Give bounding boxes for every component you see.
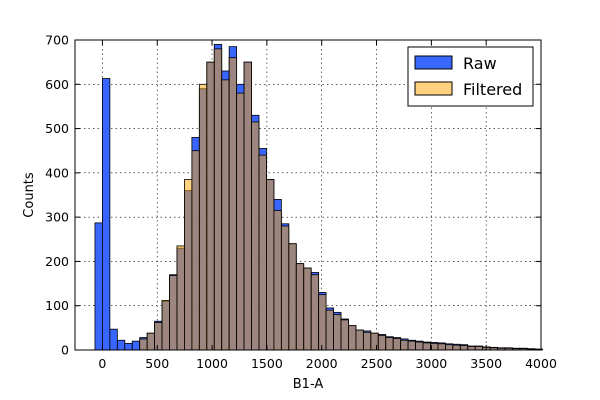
raw-bar <box>94 222 103 351</box>
filtered-bar <box>400 339 409 351</box>
y-tick-label: 300 <box>45 210 69 225</box>
filtered-bar <box>325 309 334 351</box>
axis-ticks <box>75 39 542 351</box>
filtered-bar <box>407 340 416 351</box>
y-tick-label: 100 <box>45 298 69 313</box>
y-tick-label: 400 <box>45 165 69 180</box>
x-tick-label: 1500 <box>251 356 283 371</box>
filtered-bar <box>467 346 476 351</box>
x-axis-label: B1-A <box>293 377 324 392</box>
filtered-bar <box>251 121 260 351</box>
legend-label-raw: Raw <box>463 54 497 73</box>
filtered-bar <box>206 61 215 351</box>
filtered-bar <box>444 344 454 351</box>
filtered-bar <box>303 267 312 351</box>
raw-bar <box>109 328 118 351</box>
filtered-bar <box>176 245 185 351</box>
y-tick-label: 200 <box>45 254 69 269</box>
y-tick-labels: 0 100 200 300 400 500 600 700 <box>45 33 69 358</box>
filtered-bar <box>191 150 200 351</box>
raw-bar <box>102 78 111 351</box>
filtered-bar <box>310 274 320 351</box>
x-tick-label: 500 <box>145 356 169 371</box>
filtered-bar <box>213 48 223 351</box>
x-tick-label: 3000 <box>415 356 447 371</box>
filtered-bar <box>221 79 230 351</box>
raw-bar <box>124 342 133 351</box>
filtered-series-bars <box>139 48 543 351</box>
filtered-bar <box>266 179 275 351</box>
legend-label-filtered: Filtered <box>463 80 522 99</box>
raw-bar <box>131 340 141 351</box>
filtered-bar <box>198 83 208 351</box>
filtered-bar <box>385 337 394 351</box>
filtered-bar <box>243 61 252 351</box>
legend: Raw Filtered <box>407 46 534 107</box>
filtered-bar <box>154 322 163 351</box>
filtered-bar <box>236 92 245 351</box>
filtered-bar <box>452 344 461 351</box>
raw-bar <box>116 339 126 351</box>
legend-swatch-raw <box>414 55 453 70</box>
filtered-bar <box>474 346 484 351</box>
filtered-bar <box>161 299 170 351</box>
filtered-bar <box>362 331 372 351</box>
x-tick-label: 2500 <box>361 356 393 371</box>
filtered-bar <box>258 154 267 351</box>
plot-frame <box>74 39 542 351</box>
filtered-bar <box>377 334 387 351</box>
x-tick-label: 4000 <box>525 356 557 371</box>
filtered-bar <box>228 57 238 351</box>
x-tick-labels: 0 500 1000 1500 2000 2500 3000 3500 4000 <box>98 356 557 371</box>
filtered-bar <box>273 210 282 351</box>
filtered-bar <box>437 343 446 351</box>
x-tick-label: 0 <box>98 356 106 371</box>
filtered-bar <box>392 338 402 351</box>
filtered-bar <box>146 332 156 351</box>
filtered-bar <box>169 275 178 351</box>
filtered-bar <box>415 341 424 351</box>
filtered-bar <box>340 319 349 351</box>
filtered-bar <box>422 342 431 351</box>
filtered-bar <box>288 243 297 351</box>
filtered-bar <box>348 325 357 351</box>
filtered-bar <box>280 225 290 351</box>
filtered-bar <box>333 314 342 351</box>
y-tick-label: 600 <box>45 77 69 92</box>
filtered-bar <box>318 294 327 351</box>
filtered-bar <box>184 179 193 351</box>
x-tick-label: 3500 <box>470 356 502 371</box>
filtered-bar <box>370 332 379 351</box>
x-tick-label: 2000 <box>306 356 338 371</box>
y-tick-label: 500 <box>45 121 69 136</box>
filtered-bar <box>459 345 469 351</box>
legend-swatch-filtered <box>414 81 453 96</box>
filtered-bar <box>295 263 305 351</box>
y-axis-label: Counts <box>22 172 37 218</box>
filtered-bar <box>355 329 364 351</box>
x-tick-label: 1000 <box>196 356 228 371</box>
filtered-bar <box>139 338 148 351</box>
y-tick-label: 700 <box>45 33 69 48</box>
y-tick-label: 0 <box>61 343 69 358</box>
